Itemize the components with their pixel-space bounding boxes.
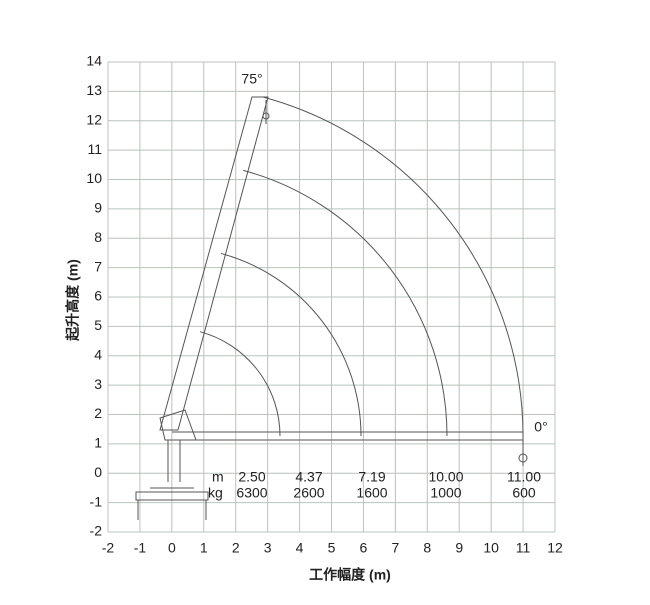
x-tick-label: 11: [516, 540, 531, 556]
base: [135, 487, 209, 520]
y-tick-label: 8: [94, 229, 102, 245]
y-tick-label: -1: [90, 493, 103, 509]
angle-label: 0°: [534, 419, 547, 435]
x-tick-label: 1: [200, 540, 208, 556]
working-arc: [220, 252, 362, 437]
x-tick-label: 3: [264, 540, 272, 556]
x-tick-label: -2: [102, 540, 115, 556]
load-label: 6300: [236, 485, 267, 501]
y-tick-label: 10: [86, 170, 102, 186]
y-tick-label: 6: [94, 288, 102, 304]
x-tick-label: 9: [455, 540, 463, 556]
radius-label: 10.00: [428, 469, 463, 485]
y-tick-label: 14: [86, 53, 102, 69]
angle-label: 75°: [241, 71, 262, 87]
y-axis-label: 起升高度 (m): [65, 259, 81, 342]
working-arc: [243, 169, 448, 437]
y-tick-label: 0: [94, 464, 102, 480]
boom: [159, 96, 269, 431]
x-tick-label: -1: [134, 540, 147, 556]
hook-ball: [262, 112, 270, 120]
x-tick-label: 10: [483, 540, 499, 556]
radius-label: 11.00: [507, 469, 541, 485]
y-tick-label: 5: [94, 317, 102, 333]
load-label: 1600: [356, 485, 387, 501]
y-tick-label: 3: [94, 376, 102, 392]
radius-label: 7.19: [358, 469, 385, 485]
y-tick-label: 2: [94, 405, 102, 421]
y-tick-label: 13: [86, 82, 102, 98]
y-tick-label: 11: [87, 141, 102, 157]
y-tick-label: 1: [94, 435, 102, 451]
load-label: 2600: [293, 485, 324, 501]
radius-label: 4.37: [295, 469, 322, 485]
x-tick-label: 12: [547, 540, 563, 556]
x-tick-label: 7: [391, 540, 399, 556]
hook-ball: [518, 453, 528, 463]
load-unit: kg: [208, 485, 223, 501]
x-tick-label: 6: [360, 540, 368, 556]
x-tick-label: 2: [232, 540, 240, 556]
working-arc: [262, 96, 524, 437]
load-label: 600: [512, 485, 536, 501]
y-tick-label: 12: [86, 111, 102, 127]
working-arc: [199, 331, 281, 437]
y-tick-label: -2: [90, 523, 103, 539]
hook: [265, 100, 524, 466]
y-tick-label: 4: [94, 346, 102, 362]
boom-horizontal: [172, 431, 524, 441]
load-label: 1000: [430, 485, 461, 501]
x-tick-label: 8: [423, 540, 431, 556]
x-axis-label: 工作幅度 (m): [309, 567, 391, 583]
x-tick-label: 4: [296, 540, 304, 556]
y-tick-label: 9: [94, 200, 102, 216]
radius-unit: m: [212, 469, 224, 485]
x-tick-label: 0: [168, 540, 176, 556]
x-tick-label: 5: [328, 540, 336, 556]
y-tick-label: 7: [94, 258, 102, 274]
column: [159, 409, 197, 482]
radius-label: 2.50: [238, 469, 265, 485]
